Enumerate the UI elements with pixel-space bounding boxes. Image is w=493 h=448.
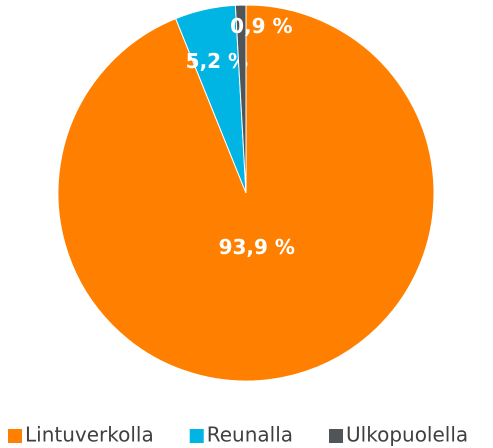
data-label: 0,9 %: [230, 14, 292, 38]
legend-label: Reunalla: [207, 423, 293, 447]
pie-slice: [234, 4, 247, 194]
legend: Lintuverkolla Reunalla Ulkopuolella: [8, 423, 468, 447]
legend-label: Lintuverkolla: [25, 423, 154, 447]
legend-swatch: [189, 429, 204, 443]
legend-label: Ulkopuolella: [346, 423, 468, 447]
legend-swatch: [329, 429, 344, 443]
legend-swatch: [8, 429, 22, 443]
data-label: 93,9 %: [219, 235, 295, 259]
